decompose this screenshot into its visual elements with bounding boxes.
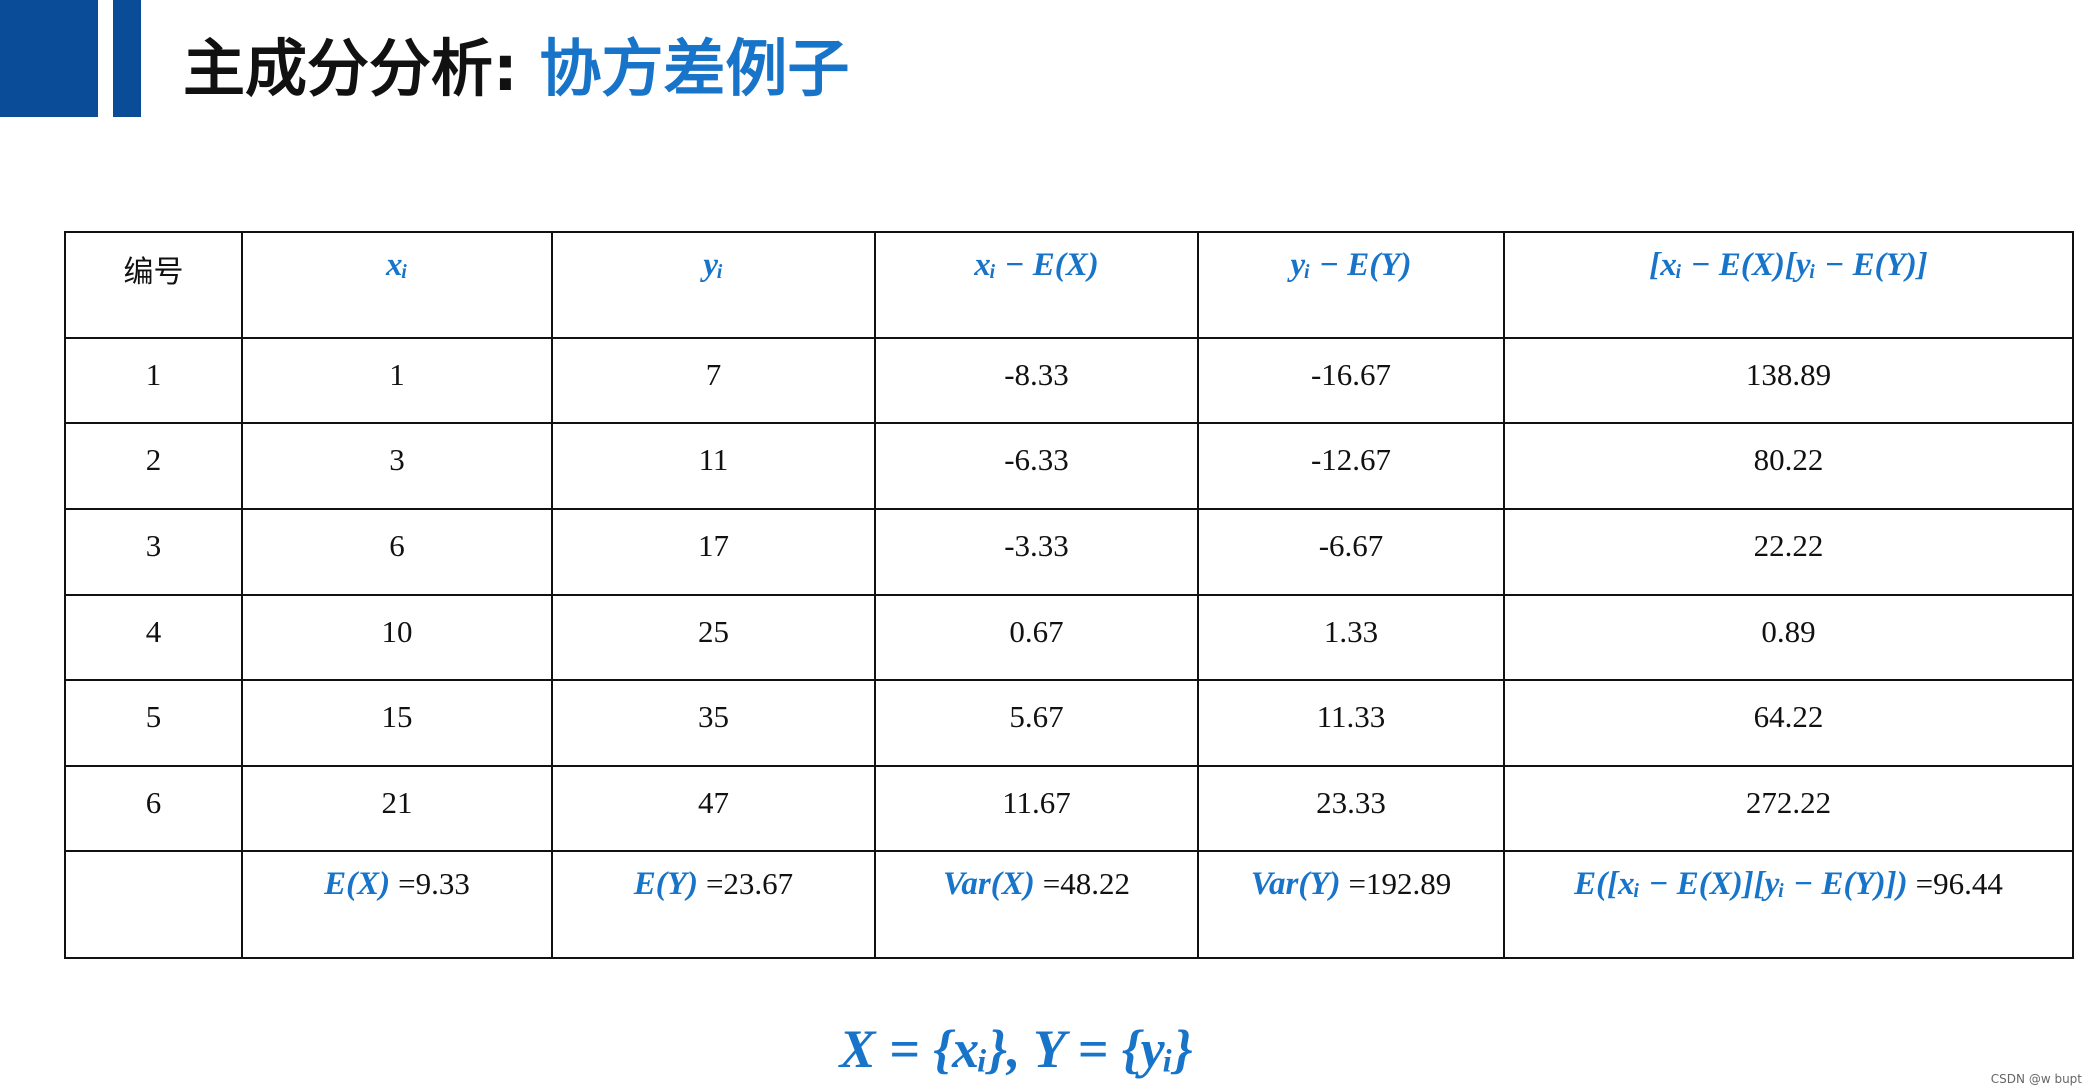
cell: 15 — [241, 679, 553, 767]
cell: -16.67 — [1197, 337, 1505, 424]
cell: 2 — [64, 422, 243, 510]
data-row: 1 1 7 -8.33 -16.67 138.89 — [64, 337, 2074, 424]
header-text: yᵢ − E(Y) — [1290, 247, 1412, 283]
summary-math: Var(X) — [943, 866, 1035, 902]
header-cell: [xᵢ − E(X)[yᵢ − E(Y)] — [1503, 231, 2074, 339]
header-text: xᵢ — [385, 247, 409, 283]
cell: 4 — [64, 594, 243, 681]
data-row: 5 15 35 5.67 11.33 64.22 — [64, 679, 2074, 767]
title: 主成分分析: 协方差例子 — [183, 18, 849, 108]
cell: 6 — [64, 765, 243, 852]
cell: 138.89 — [1503, 337, 2074, 424]
data-row: 4 10 25 0.67 1.33 0.89 — [64, 594, 2074, 681]
summary-math: E(X) — [324, 866, 391, 902]
cell: 6 — [241, 508, 553, 596]
summary-cell: E(X) =9.33 — [241, 850, 553, 959]
title-highlight: 协方差例子 — [539, 32, 850, 105]
summary-value: =48.22 — [1042, 866, 1130, 901]
header-cell: xᵢ — [241, 231, 553, 339]
cell: 23.33 — [1197, 765, 1505, 852]
cell: 47 — [551, 765, 876, 852]
summary-value: =9.33 — [398, 866, 470, 901]
header-text: [xᵢ − E(X)[yᵢ − E(Y)] — [1649, 247, 1928, 283]
cell: 10 — [241, 594, 553, 681]
summary-cell: E([xᵢ − E(X)][yᵢ − E(Y)]) =96.44 — [1503, 850, 2074, 959]
cell: -6.33 — [874, 422, 1199, 510]
cell: -12.67 — [1197, 422, 1505, 510]
summary-row: E(X) =9.33 E(Y) =23.67 Var(X) =48.22 Var(Y) =19… — [64, 850, 2074, 959]
header-text: 编号 — [123, 255, 184, 290]
cell: 17 — [551, 508, 876, 596]
summary-cell: Var(X) =48.22 — [874, 850, 1199, 959]
cell: 3 — [64, 508, 243, 596]
header-text: yᵢ — [703, 247, 724, 283]
cell: -6.67 — [1197, 508, 1505, 596]
cell: 22.22 — [1503, 508, 2074, 596]
header-bar — [0, 0, 98, 117]
cell: 5 — [64, 679, 243, 767]
summary-cell: E(Y) =23.67 — [551, 850, 876, 959]
cell: 0.67 — [874, 594, 1199, 681]
cell: 80.22 — [1503, 422, 2074, 510]
empty-cell — [64, 850, 243, 959]
cell: -3.33 — [874, 508, 1199, 596]
data-row: 2 3 11 -6.33 -12.67 80.22 — [64, 422, 2074, 510]
title-text: 主成分分析: — [183, 32, 540, 105]
summary-cell: Var(Y) =192.89 — [1197, 850, 1505, 959]
data-row: 3 6 17 -3.33 -6.67 22.22 — [64, 508, 2074, 596]
covariance-table: 编号 xᵢ yᵢ xᵢ − E(X) yᵢ − E(Y) [xᵢ − E(X)[yᵢ − … — [64, 231, 2074, 959]
summary-math: E([xᵢ − E(X)][yᵢ − E(Y)]) — [1574, 866, 1908, 902]
cell: 21 — [241, 765, 553, 852]
data-row: 6 21 47 11.67 23.33 272.22 — [64, 765, 2074, 852]
cell: 1.33 — [1197, 594, 1505, 681]
header-cell: 编号 — [64, 231, 243, 339]
header-cell: yᵢ − E(Y) — [1197, 231, 1505, 339]
cell: 1 — [241, 337, 553, 424]
cell: 7 — [551, 337, 876, 424]
summary-math: E(Y) — [633, 866, 698, 902]
cell: 272.22 — [1503, 765, 2074, 852]
header-row: 编号 xᵢ yᵢ xᵢ − E(X) yᵢ − E(Y) [xᵢ − E(X)[yᵢ − … — [64, 231, 2074, 339]
formula: X = {xᵢ}, Y = {yᵢ} — [839, 1019, 1193, 1079]
cell: 11.67 — [874, 765, 1199, 852]
summary-value: =23.67 — [705, 866, 794, 901]
cell: 25 — [551, 594, 876, 681]
cell: 35 — [551, 679, 876, 767]
cell: 11 — [551, 422, 876, 510]
cell: 1 — [64, 337, 243, 424]
watermark: CSDN @w bupt — [1990, 1072, 2082, 1086]
summary-math: Var(Y) — [1250, 866, 1341, 902]
cell: 0.89 — [1503, 594, 2074, 681]
cell: 3 — [241, 422, 553, 510]
header-cell: xᵢ − E(X) — [874, 231, 1199, 339]
header-bar — [113, 0, 141, 117]
cell: 5.67 — [874, 679, 1199, 767]
summary-value: =192.89 — [1348, 866, 1452, 901]
cell: -8.33 — [874, 337, 1199, 424]
header-text: xᵢ − E(X) — [974, 247, 1099, 283]
header-cell: yᵢ — [551, 231, 876, 339]
cell: 64.22 — [1503, 679, 2074, 767]
summary-value: =96.44 — [1915, 866, 2003, 901]
cell: 11.33 — [1197, 679, 1505, 767]
